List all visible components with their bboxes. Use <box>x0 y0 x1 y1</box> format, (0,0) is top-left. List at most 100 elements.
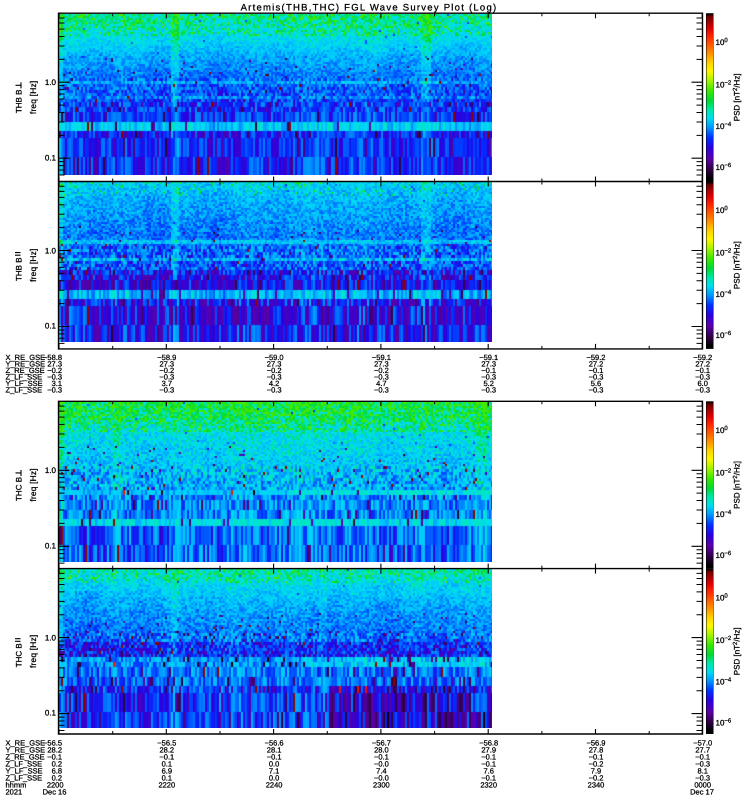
svg-text:27.2: 27.2 <box>589 360 604 369</box>
svg-text:2340: 2340 <box>588 781 605 790</box>
svg-text:27.3: 27.3 <box>267 360 282 369</box>
svg-text:Dec 17: Dec 17 <box>690 788 714 797</box>
svg-text:X_RE_GSE: X_RE_GSE <box>6 353 46 362</box>
svg-text:−0.1: −0.1 <box>159 753 174 762</box>
svg-text:−0.3: −0.3 <box>695 760 710 769</box>
svg-text:2200: 2200 <box>47 781 64 790</box>
svg-text:10−4: 10−4 <box>716 121 732 131</box>
svg-text:0000: 0000 <box>694 781 711 790</box>
svg-text:5.2: 5.2 <box>483 379 493 388</box>
svg-text:−0.3: −0.3 <box>374 385 389 394</box>
svg-text:−0.3: −0.3 <box>695 373 710 382</box>
svg-text:27.8: 27.8 <box>589 746 604 755</box>
svg-text:−0.1: −0.1 <box>589 366 604 375</box>
svg-text:5.6: 5.6 <box>591 379 601 388</box>
svg-text:100: 100 <box>716 592 729 602</box>
svg-text:−0.3: −0.3 <box>589 385 604 394</box>
svg-text:THC B: THC B <box>15 477 24 501</box>
svg-text:0.1: 0.1 <box>162 774 172 783</box>
svg-text:0.1: 0.1 <box>45 153 57 162</box>
svg-text:−0.1: −0.1 <box>47 753 62 762</box>
svg-text:−0.1: −0.1 <box>481 366 496 375</box>
svg-text:10−4: 10−4 <box>716 509 732 519</box>
svg-text:−0.2: −0.2 <box>159 366 174 375</box>
svg-text:8.1: 8.1 <box>697 767 707 776</box>
svg-text:−0.1: −0.1 <box>267 753 282 762</box>
svg-text:0.2: 0.2 <box>52 760 62 769</box>
svg-text:−0.1: −0.1 <box>695 366 710 375</box>
svg-text:28.2: 28.2 <box>159 746 174 755</box>
svg-text:2300: 2300 <box>373 781 390 790</box>
svg-text:2021: 2021 <box>6 788 23 797</box>
svg-text:10−6: 10−6 <box>716 550 732 560</box>
svg-text:freq [Hz]: freq [Hz] <box>28 248 38 281</box>
svg-text:−56.9: −56.9 <box>587 739 606 748</box>
svg-text:3.7: 3.7 <box>162 379 172 388</box>
svg-text:−0.2: −0.2 <box>374 366 389 375</box>
svg-text:−59.1: −59.1 <box>479 353 498 362</box>
svg-text:10−6: 10−6 <box>716 162 732 172</box>
svg-text:10−2: 10−2 <box>716 248 732 258</box>
svg-text:Dec 16: Dec 16 <box>43 788 67 797</box>
svg-text:10−6: 10−6 <box>716 717 732 727</box>
svg-text:7.1: 7.1 <box>269 767 279 776</box>
svg-text:−56.6: −56.6 <box>265 739 284 748</box>
svg-text:4.7: 4.7 <box>376 379 386 388</box>
svg-text:6.9: 6.9 <box>162 767 172 776</box>
svg-text:−0.1: −0.1 <box>481 760 496 769</box>
svg-text:−0.2: −0.2 <box>47 366 62 375</box>
svg-text:−0.3: −0.3 <box>47 385 62 394</box>
svg-text:27.3: 27.3 <box>159 360 174 369</box>
svg-text:100: 100 <box>716 37 729 47</box>
svg-text:PSD [nT2/Hz]: PSD [nT2/Hz] <box>732 241 742 289</box>
svg-text:freq [Hz]: freq [Hz] <box>28 468 38 501</box>
svg-text:PSD [nT2/Hz]: PSD [nT2/Hz] <box>732 73 742 121</box>
svg-text:−0.3: −0.3 <box>589 373 604 382</box>
svg-text:27.2: 27.2 <box>695 360 710 369</box>
svg-text:−59.0: −59.0 <box>265 353 284 362</box>
svg-text:−0.1: −0.1 <box>374 753 389 762</box>
svg-text:−0.3: −0.3 <box>374 373 389 382</box>
svg-text:2220: 2220 <box>158 781 175 790</box>
svg-text:10−4: 10−4 <box>716 676 732 686</box>
svg-text:1.0: 1.0 <box>45 246 57 255</box>
svg-text:Y_RE_GSE: Y_RE_GSE <box>6 746 46 755</box>
svg-text:28.2: 28.2 <box>47 746 62 755</box>
svg-text:THB B: THB B <box>15 257 24 281</box>
svg-text:−0.3: −0.3 <box>481 373 496 382</box>
svg-text:−59.2: −59.2 <box>693 353 712 362</box>
svg-text:X_RE_GSE: X_RE_GSE <box>6 739 46 748</box>
svg-text:−0.2: −0.2 <box>589 760 604 769</box>
svg-text:7.6: 7.6 <box>483 767 493 776</box>
svg-text:100: 100 <box>716 425 729 435</box>
svg-text:7.4: 7.4 <box>376 767 386 776</box>
svg-text:Z_LF_SSE: Z_LF_SSE <box>6 760 43 769</box>
svg-text:Artemis(THB,THC) FGL Wave Surv: Artemis(THB,THC) FGL Wave Survey Plot (L… <box>241 3 498 14</box>
svg-text:−58.8: −58.8 <box>43 353 62 362</box>
svg-text:Z_RE_GSE: Z_RE_GSE <box>6 753 45 762</box>
svg-text:−0.0: −0.0 <box>374 760 389 769</box>
svg-text:−59.2: −59.2 <box>587 353 606 362</box>
svg-text:−0.3: −0.3 <box>481 385 496 394</box>
svg-text:10−2: 10−2 <box>716 468 732 478</box>
svg-text:10−2: 10−2 <box>716 635 732 645</box>
svg-text:1.0: 1.0 <box>45 78 57 87</box>
svg-text:Y_LF_SSE: Y_LF_SSE <box>6 767 43 776</box>
svg-text:27.3: 27.3 <box>47 360 62 369</box>
svg-text:Y_RE_GSE: Y_RE_GSE <box>6 360 46 369</box>
svg-text:27.3: 27.3 <box>374 360 389 369</box>
svg-text:27.9: 27.9 <box>481 746 496 755</box>
svg-text:2320: 2320 <box>480 781 497 790</box>
svg-text:−0.2: −0.2 <box>267 366 282 375</box>
svg-text:−0.2: −0.2 <box>589 774 604 783</box>
svg-text:3.1: 3.1 <box>52 379 62 388</box>
svg-text:−0.1: −0.1 <box>589 753 604 762</box>
svg-text:Y_LF_SSE: Y_LF_SSE <box>6 379 43 388</box>
svg-text:−0.3: −0.3 <box>159 385 174 394</box>
svg-text:100: 100 <box>716 205 729 215</box>
svg-text:0.1: 0.1 <box>162 760 172 769</box>
svg-text:0.2: 0.2 <box>52 774 62 783</box>
svg-text:0.0: 0.0 <box>269 774 279 783</box>
svg-text:−0.3: −0.3 <box>47 373 62 382</box>
svg-text:−0.3: −0.3 <box>695 774 710 783</box>
